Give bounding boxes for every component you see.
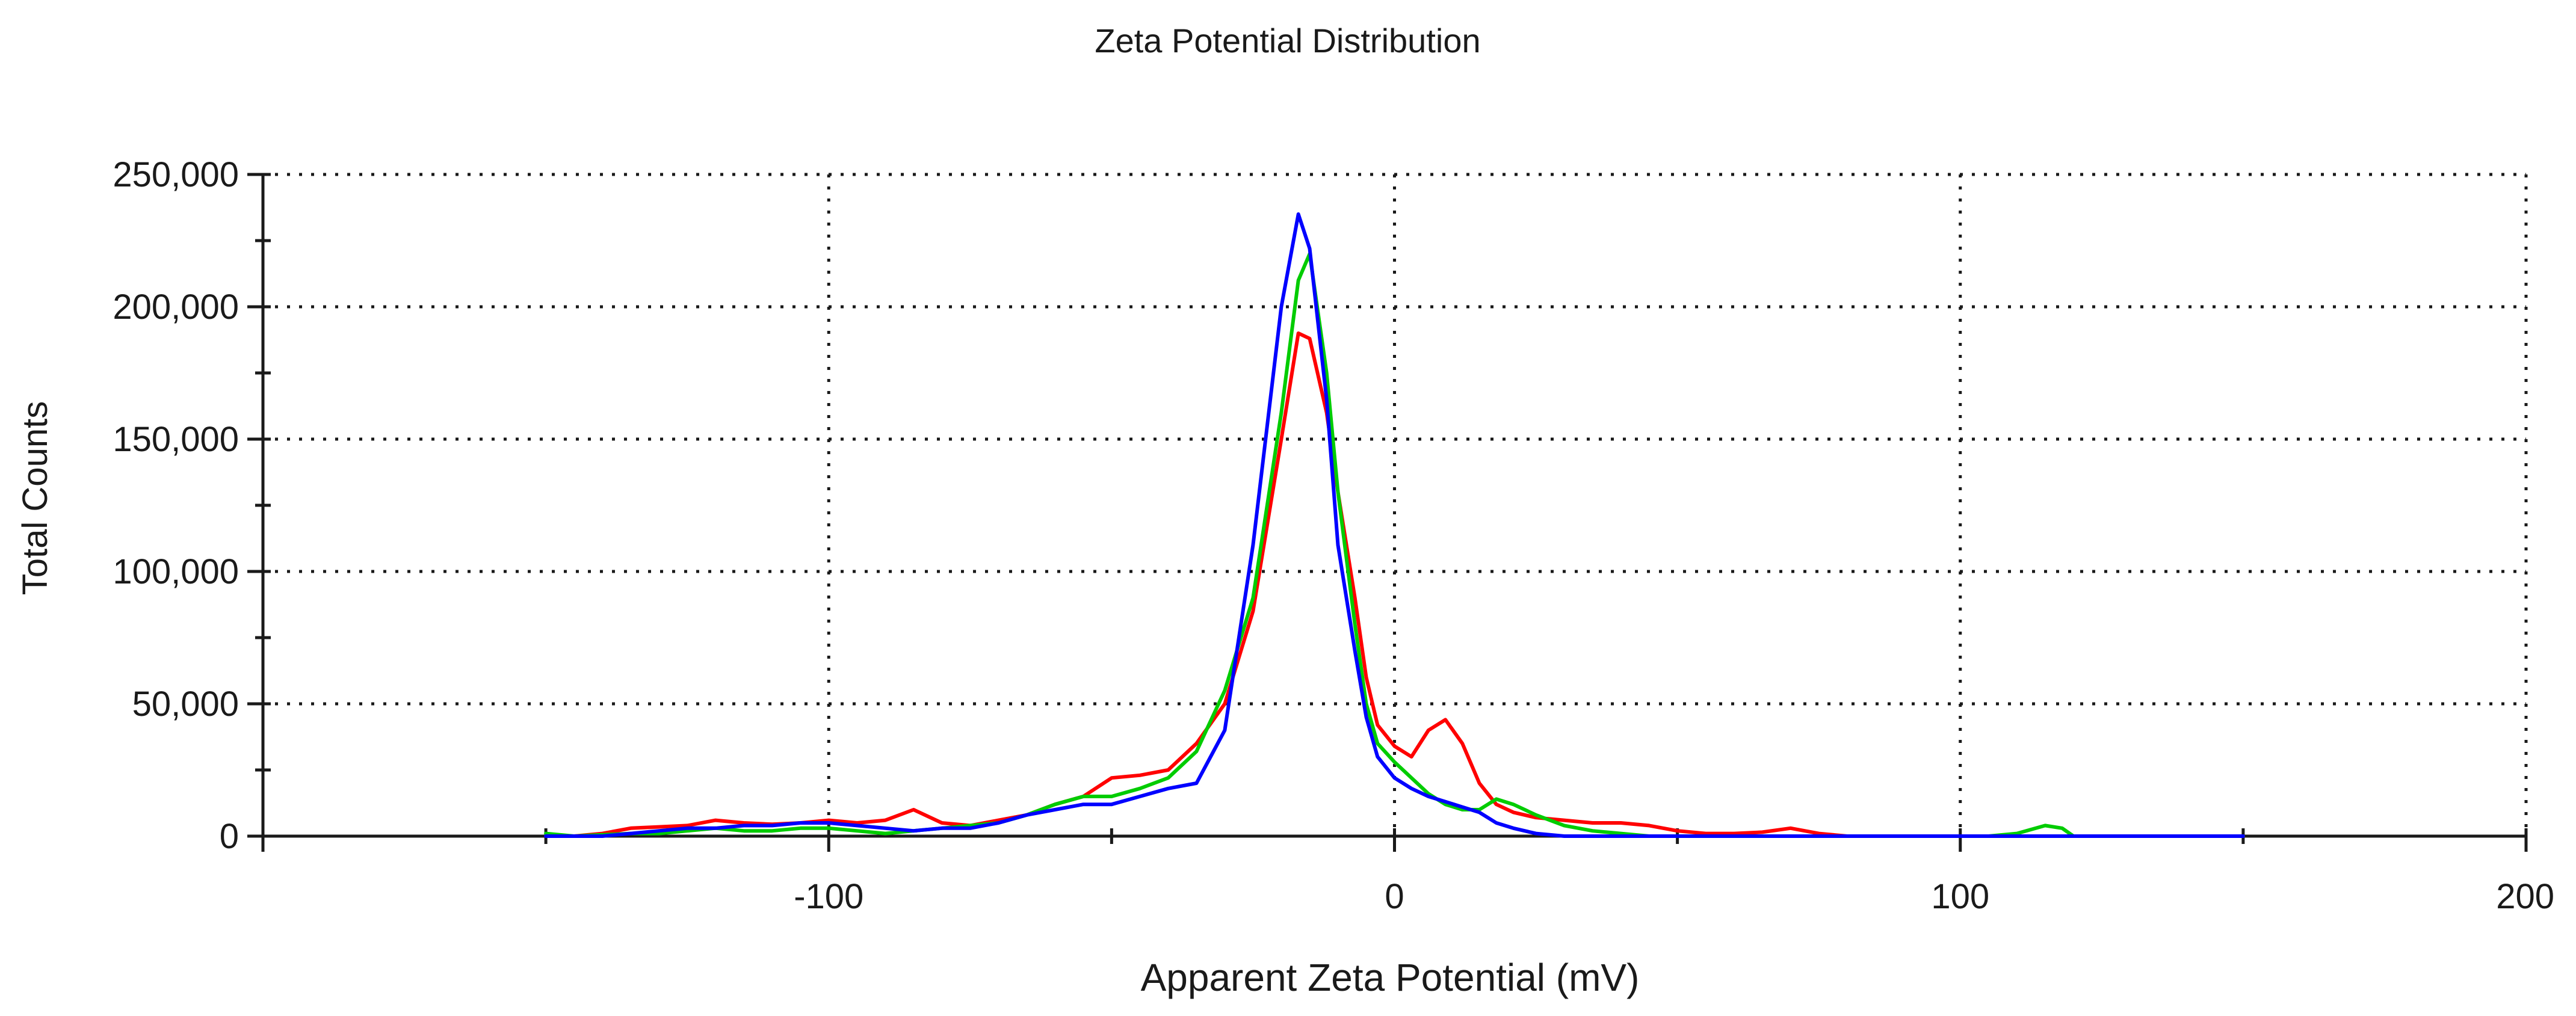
- y-tick-label: 150,000: [113, 420, 239, 459]
- y-axis-label: Total Counts: [16, 401, 55, 595]
- tick-labels: 0 50,000 100,000 150,000 200,000 250,000 -100 0…: [113, 155, 2554, 916]
- chart-title: Zeta Potential Distribution: [1095, 22, 1480, 60]
- y-tick-label: 100,000: [113, 552, 239, 591]
- y-tick-label: 50,000: [132, 685, 239, 724]
- series-group: [544, 212, 2245, 838]
- x-tick-label: 200: [2496, 877, 2554, 916]
- y-tick-label: 250,000: [113, 155, 239, 194]
- y-tick-label: 0: [220, 817, 239, 856]
- y-tick-label: 200,000: [113, 288, 239, 327]
- x-tick-label: 100: [1931, 877, 1989, 916]
- x-tick-label: 0: [1385, 877, 1404, 916]
- x-axis-label: Apparent Zeta Potential (mV): [1141, 956, 1640, 999]
- grid: [263, 173, 2528, 836]
- x-tick-label: -100: [794, 877, 863, 916]
- series-line-3: [544, 212, 2245, 838]
